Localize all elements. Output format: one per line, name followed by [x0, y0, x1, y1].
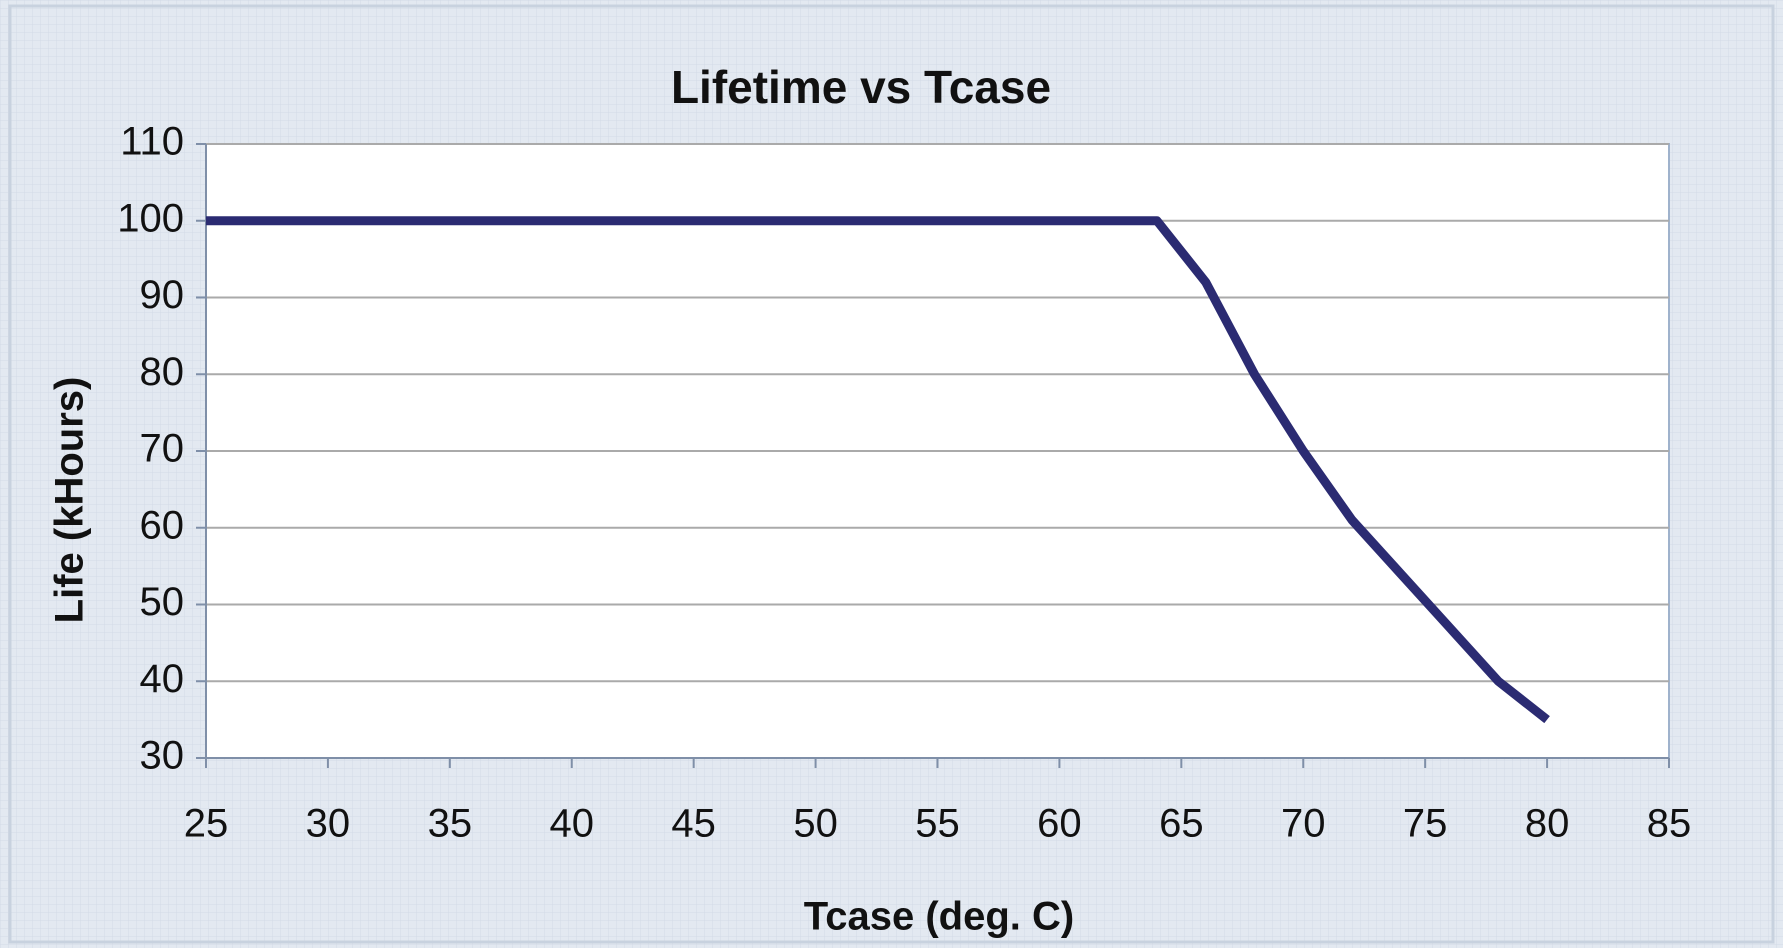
x-tick-label: 25	[184, 802, 229, 846]
x-tick-label: 85	[1647, 802, 1692, 846]
x-axis-label: Tcase (deg. C)	[804, 895, 1074, 939]
y-tick-label: 90	[140, 273, 185, 317]
y-tick-label: 50	[140, 580, 185, 624]
frame	[8, 4, 1775, 944]
x-tick-label: 55	[915, 802, 960, 846]
y-tick-label: 80	[140, 350, 185, 394]
x-tick-label: 75	[1403, 802, 1448, 846]
x-tick-label: 45	[671, 802, 716, 846]
x-tick-label: 40	[550, 802, 595, 846]
y-tick-label: 30	[140, 734, 185, 778]
chart-title: Lifetime vs Tcase	[671, 61, 1051, 113]
x-tick-label: 80	[1525, 802, 1570, 846]
y-axis-label: Life (kHours)	[48, 377, 92, 624]
y-tick-label: 70	[140, 427, 185, 471]
y-tick-label: 100	[117, 196, 184, 240]
x-tick-label: 50	[793, 802, 838, 846]
x-tick-label: 60	[1037, 802, 1082, 846]
x-tick-label: 30	[306, 802, 351, 846]
data-line	[206, 216, 1550, 724]
y-tick-label: 110	[120, 120, 184, 164]
x-tick-label: 65	[1159, 802, 1204, 846]
y-tick-label: 40	[140, 657, 185, 701]
x-tick-label: 35	[428, 802, 473, 846]
y-tick-label: 60	[140, 503, 185, 547]
x-tick-label: 70	[1281, 802, 1326, 846]
